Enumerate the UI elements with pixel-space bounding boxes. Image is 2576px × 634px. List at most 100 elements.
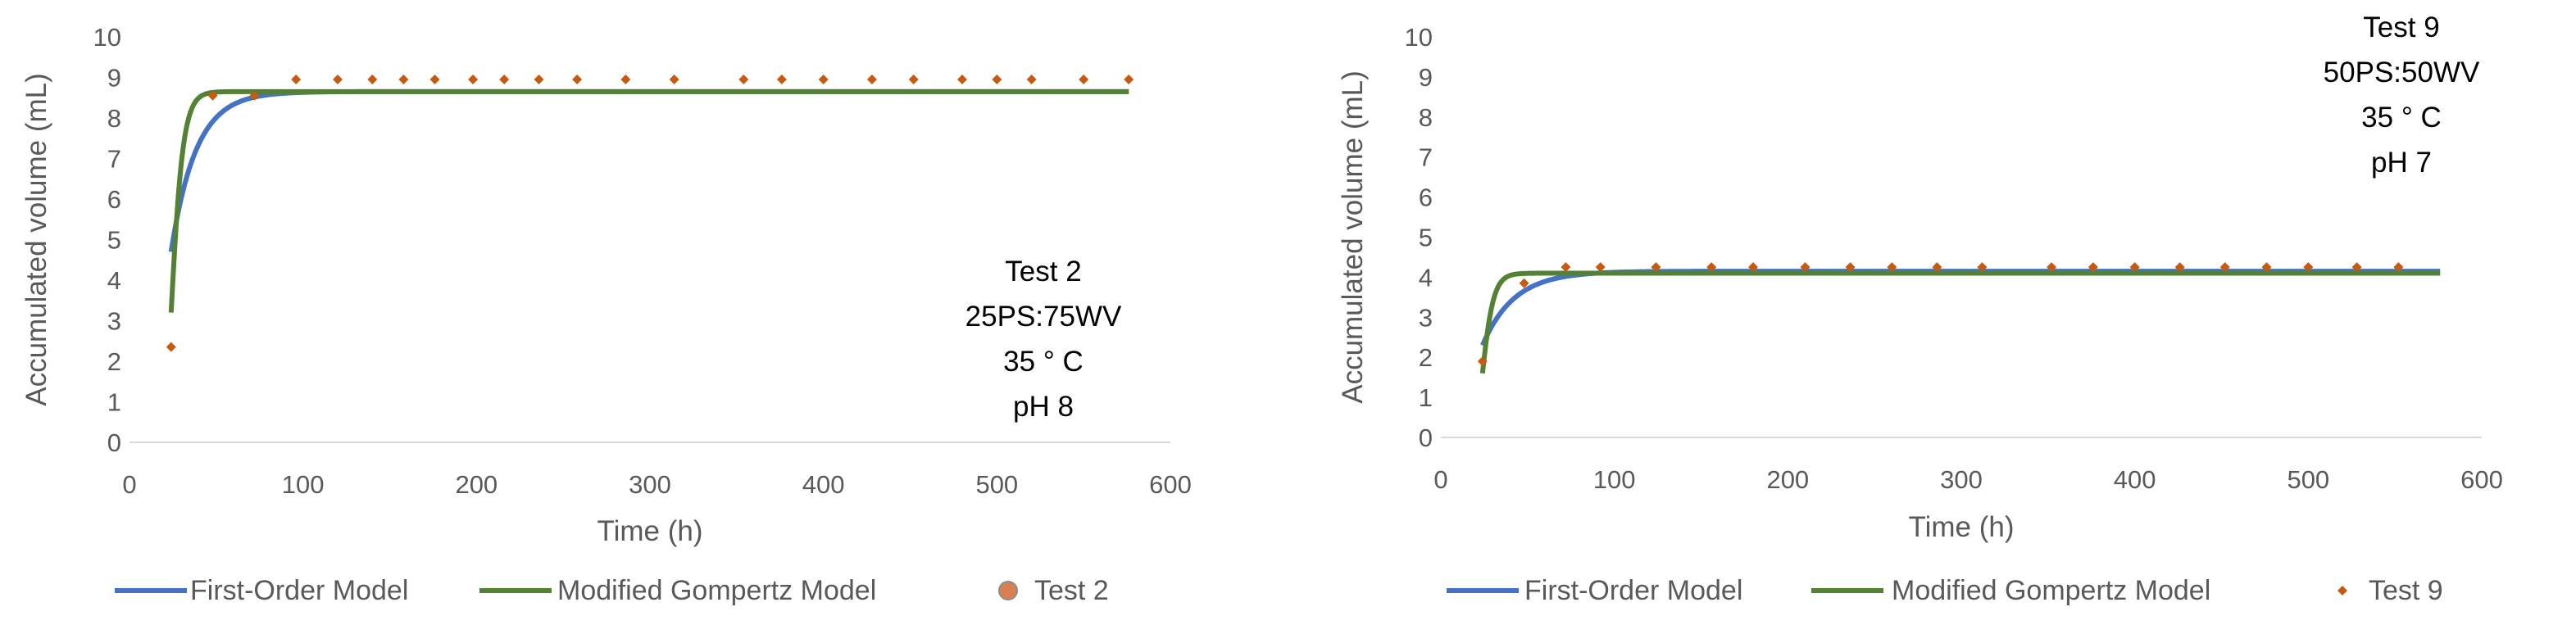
y-tick-label: 2 [107,347,121,376]
y-tick-label: 1 [107,388,121,417]
series-line-first-order-model [1480,269,2442,346]
data-point [738,74,749,84]
x-tick-label: 300 [1940,465,1983,494]
legend-swatch-marker [2337,586,2347,596]
y-axis-title: Accumulated volume (mL) [1337,70,1369,404]
x-tick-label: 600 [2460,465,2503,494]
annotation-line: 35 ° C [1003,346,1084,378]
data-point [908,74,919,84]
x-tick-label: 0 [122,470,136,499]
data-point [1124,74,1134,84]
data-point [572,74,583,84]
data-point [1706,262,1717,273]
x-tick-label: 400 [2114,465,2156,494]
data-point [957,74,967,84]
annotation-line: Test 9 [2363,11,2439,43]
annotation-line: pH 7 [2371,147,2432,179]
y-tick-label: 10 [93,23,121,52]
data-point [2129,262,2140,273]
y-tick-label: 10 [1405,23,1433,52]
y-tick-label: 3 [1419,303,1433,332]
y-tick-label: 7 [1419,143,1433,172]
y-tick-label: 5 [107,226,121,255]
x-tick-label: 200 [1766,465,1809,494]
legend: First-Order Model Modified Gompertz Model… [115,575,1109,606]
data-point [1477,356,1488,367]
data-point [1651,262,1661,273]
annotation-line: pH 8 [1013,391,1074,423]
annotation-line: 50PS:50WV [2324,57,2480,88]
annotation-line: 35 ° C [2361,102,2442,134]
legend-label: Test 9 [2369,575,2443,606]
data-point [866,74,877,84]
x-tick-label: 400 [802,470,845,499]
y-tick-label: 3 [107,307,121,336]
x-axis-title: Time (h) [1909,511,2015,543]
legend-swatch-marker [998,581,1018,600]
data-point [468,74,479,84]
data-point [1887,262,1897,273]
y-tick-label: 8 [1419,103,1433,132]
y-tick-label: 9 [1419,63,1433,92]
y-tick-label: 5 [1419,224,1433,252]
y-axis-title: Accumulated volume (mL) [20,73,52,406]
x-tick-label: 500 [975,470,1018,499]
data-point [249,90,260,101]
data-point [2174,262,2185,273]
data-point [1932,262,1942,273]
data-point [398,74,409,84]
data-point [992,74,1002,84]
series-line-modified-gompertz-model [168,88,1130,313]
y-tick-label: 6 [107,185,121,214]
data-point [2047,262,2057,273]
data-point [166,342,176,352]
series-line-first-order-model [168,88,1130,252]
x-tick-label: 100 [1593,465,1636,494]
data-point [2351,262,2362,273]
data-point [1026,74,1037,84]
legend-label: First-Order Model [190,575,408,606]
data-point [1977,262,1988,273]
x-tick-label: 500 [2287,465,2329,494]
data-point [2219,262,2230,273]
y-tick-label: 2 [1419,343,1433,372]
x-tick-label: 0 [1433,465,1447,494]
data-point [1800,262,1810,273]
y-tick-label: 7 [107,145,121,174]
data-point [367,74,378,84]
legend: First-Order Model Modified Gompertz Model… [1447,575,2443,606]
data-point [818,74,829,84]
data-point [1748,262,1758,273]
x-tick-label: 600 [1149,470,1192,499]
data-point [207,90,218,101]
data-point [2303,262,2314,273]
data-point [429,74,440,84]
legend-label: Test 2 [1034,575,1109,606]
data-point [2088,262,2098,273]
y-tick-label: 4 [107,266,121,295]
data-point [534,74,544,84]
y-tick-label: 4 [1419,263,1433,292]
data-point [333,74,343,84]
data-point [291,74,302,84]
data-point [499,74,510,84]
y-tick-label: 1 [1419,383,1433,412]
data-point [2261,262,2272,273]
series-line-modified-gompertz-model [1479,270,2442,374]
y-tick-label: 9 [107,64,121,93]
y-tick-label: 8 [107,104,121,133]
y-tick-label: 6 [1419,183,1433,212]
data-point [776,74,787,84]
y-tick-label: 0 [1419,423,1433,452]
x-tick-label: 100 [282,470,325,499]
data-point [1845,262,1856,273]
x-tick-label: 300 [629,470,671,499]
y-tick-label: 0 [107,428,121,457]
legend-label: Modified Gompertz Model [1892,575,2210,606]
annotation-line: 25PS:75WV [965,301,1122,333]
legend-label: Modified Gompertz Model [557,575,876,606]
